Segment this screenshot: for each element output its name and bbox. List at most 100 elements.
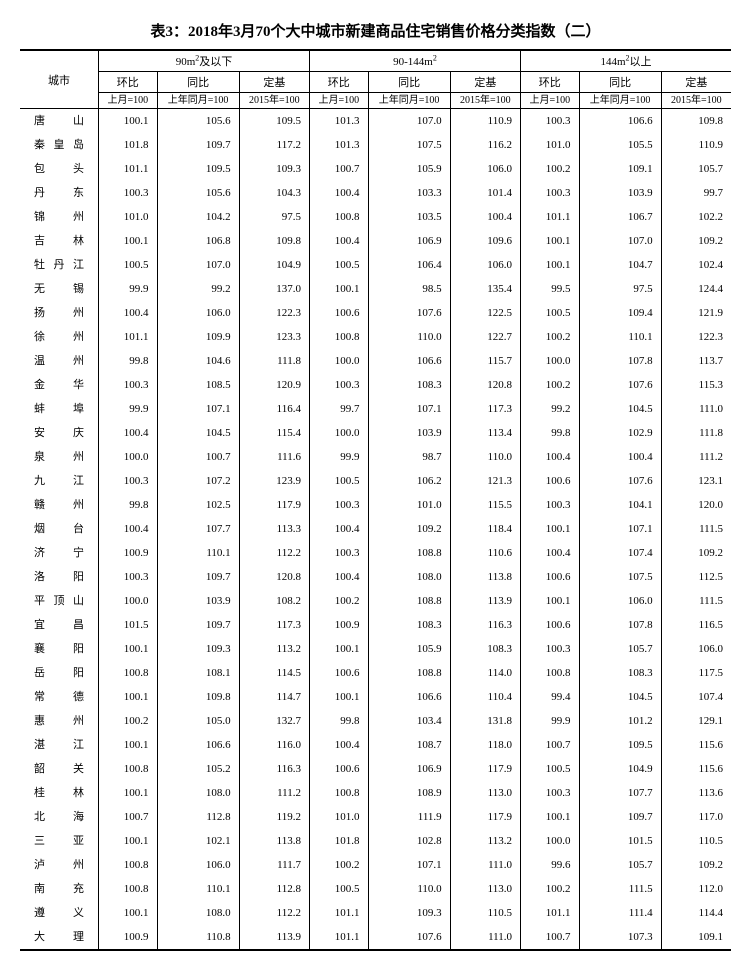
value-cell: 109.5 bbox=[239, 109, 309, 134]
city-name: 九江 bbox=[20, 469, 99, 493]
value-cell: 103.9 bbox=[368, 421, 450, 445]
value-cell: 107.4 bbox=[661, 685, 731, 709]
value-cell: 112.8 bbox=[157, 805, 239, 829]
table-body: 唐山100.1105.6109.5101.3107.0110.9100.3106… bbox=[20, 109, 731, 951]
value-cell: 109.8 bbox=[661, 109, 731, 134]
value-cell: 106.9 bbox=[368, 757, 450, 781]
value-cell: 104.1 bbox=[579, 493, 661, 517]
col-tb-2: 同比 bbox=[368, 72, 450, 93]
value-cell: 102.2 bbox=[661, 205, 731, 229]
value-cell: 110.9 bbox=[450, 109, 520, 134]
value-cell: 99.6 bbox=[521, 853, 580, 877]
table-row: 平顶山100.0103.9108.2100.2108.8113.9100.110… bbox=[20, 589, 731, 613]
value-cell: 112.0 bbox=[661, 877, 731, 901]
city-name: 惠州 bbox=[20, 709, 99, 733]
value-cell: 110.1 bbox=[157, 541, 239, 565]
value-cell: 100.5 bbox=[310, 253, 369, 277]
value-cell: 108.9 bbox=[368, 781, 450, 805]
value-cell: 112.2 bbox=[239, 901, 309, 925]
value-cell: 110.6 bbox=[450, 541, 520, 565]
value-cell: 104.2 bbox=[157, 205, 239, 229]
value-cell: 101.1 bbox=[521, 901, 580, 925]
value-cell: 109.9 bbox=[157, 325, 239, 349]
table-row: 南充100.8110.1112.8100.5110.0113.0100.2111… bbox=[20, 877, 731, 901]
value-cell: 106.6 bbox=[157, 733, 239, 757]
col-group-90-144: 90-144m2 bbox=[310, 50, 521, 72]
table-title: 表3：2018年3月70个大中城市新建商品住宅销售价格分类指数（二） bbox=[20, 20, 731, 41]
value-cell: 113.9 bbox=[239, 925, 309, 950]
value-cell: 105.2 bbox=[157, 757, 239, 781]
city-name: 韶关 bbox=[20, 757, 99, 781]
value-cell: 101.1 bbox=[99, 325, 158, 349]
table-row: 牡丹江100.5107.0104.9100.5106.4106.0100.110… bbox=[20, 253, 731, 277]
value-cell: 110.1 bbox=[157, 877, 239, 901]
value-cell: 100.3 bbox=[521, 781, 580, 805]
value-cell: 108.1 bbox=[157, 661, 239, 685]
value-cell: 117.2 bbox=[239, 133, 309, 157]
value-cell: 100.3 bbox=[99, 373, 158, 397]
value-cell: 100.8 bbox=[310, 205, 369, 229]
city-name: 秦皇岛 bbox=[20, 133, 99, 157]
value-cell: 107.0 bbox=[368, 109, 450, 134]
sub-hb-3: 上月=100 bbox=[521, 93, 580, 109]
value-cell: 111.8 bbox=[661, 421, 731, 445]
value-cell: 100.4 bbox=[450, 205, 520, 229]
value-cell: 108.8 bbox=[368, 661, 450, 685]
value-cell: 103.5 bbox=[368, 205, 450, 229]
value-cell: 121.9 bbox=[661, 301, 731, 325]
price-index-table: 城市 90m2及以下 90-144m2 144m2以上 环比 同比 定基 环比 … bbox=[20, 49, 731, 951]
value-cell: 102.8 bbox=[368, 829, 450, 853]
value-cell: 109.5 bbox=[157, 157, 239, 181]
value-cell: 100.8 bbox=[99, 877, 158, 901]
table-row: 北海100.7112.8119.2101.0111.9117.9100.1109… bbox=[20, 805, 731, 829]
value-cell: 100.3 bbox=[521, 637, 580, 661]
value-cell: 100.2 bbox=[521, 877, 580, 901]
city-name: 蚌埠 bbox=[20, 397, 99, 421]
city-name: 赣州 bbox=[20, 493, 99, 517]
value-cell: 122.3 bbox=[239, 301, 309, 325]
city-name: 金华 bbox=[20, 373, 99, 397]
value-cell: 117.9 bbox=[239, 493, 309, 517]
value-cell: 100.4 bbox=[579, 445, 661, 469]
value-cell: 106.4 bbox=[368, 253, 450, 277]
value-cell: 120.8 bbox=[450, 373, 520, 397]
col-group-90below: 90m2及以下 bbox=[99, 50, 310, 72]
value-cell: 100.8 bbox=[521, 661, 580, 685]
city-name: 桂林 bbox=[20, 781, 99, 805]
table-row: 唐山100.1105.6109.5101.3107.0110.9100.3106… bbox=[20, 109, 731, 134]
value-cell: 101.4 bbox=[450, 181, 520, 205]
value-cell: 100.7 bbox=[157, 445, 239, 469]
value-cell: 100.6 bbox=[310, 301, 369, 325]
value-cell: 132.7 bbox=[239, 709, 309, 733]
value-cell: 118.4 bbox=[450, 517, 520, 541]
value-cell: 100.2 bbox=[521, 373, 580, 397]
value-cell: 100.3 bbox=[99, 469, 158, 493]
value-cell: 115.4 bbox=[239, 421, 309, 445]
value-cell: 109.3 bbox=[239, 157, 309, 181]
value-cell: 100.1 bbox=[521, 805, 580, 829]
value-cell: 109.2 bbox=[368, 517, 450, 541]
table-row: 无锡99.999.2137.0100.198.5135.499.597.5124… bbox=[20, 277, 731, 301]
value-cell: 107.4 bbox=[579, 541, 661, 565]
value-cell: 107.6 bbox=[579, 469, 661, 493]
value-cell: 105.5 bbox=[579, 133, 661, 157]
value-cell: 100.4 bbox=[99, 301, 158, 325]
value-cell: 100.5 bbox=[310, 469, 369, 493]
city-name: 岳阳 bbox=[20, 661, 99, 685]
city-name: 唐山 bbox=[20, 109, 99, 134]
table-row: 泉州100.0100.7111.699.998.7110.0100.4100.4… bbox=[20, 445, 731, 469]
value-cell: 100.7 bbox=[310, 157, 369, 181]
table-row: 三亚100.1102.1113.8101.8102.8113.2100.0101… bbox=[20, 829, 731, 853]
value-cell: 109.2 bbox=[661, 853, 731, 877]
value-cell: 106.0 bbox=[157, 853, 239, 877]
value-cell: 111.5 bbox=[579, 877, 661, 901]
col-tb-3: 同比 bbox=[579, 72, 661, 93]
value-cell: 116.0 bbox=[239, 733, 309, 757]
value-cell: 135.4 bbox=[450, 277, 520, 301]
value-cell: 99.9 bbox=[521, 709, 580, 733]
value-cell: 101.0 bbox=[310, 805, 369, 829]
city-name: 无锡 bbox=[20, 277, 99, 301]
value-cell: 111.0 bbox=[450, 853, 520, 877]
value-cell: 114.7 bbox=[239, 685, 309, 709]
value-cell: 97.5 bbox=[579, 277, 661, 301]
